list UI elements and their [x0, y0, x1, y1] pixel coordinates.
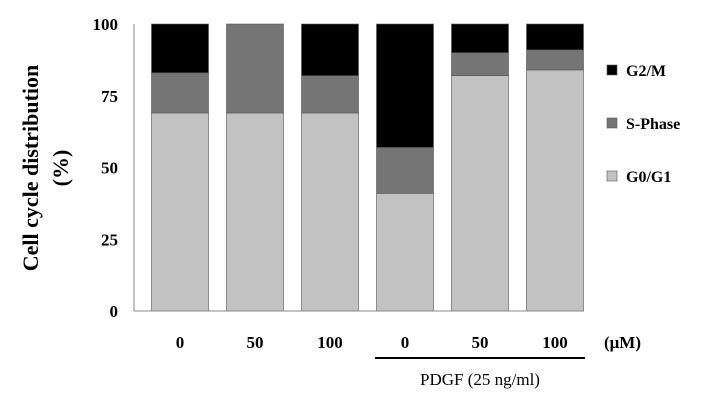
- bar-segment-s-phase: [526, 49, 584, 71]
- bar-segment-g2-m: [451, 23, 509, 54]
- y-axis-ticks: 0 25 50 75 100: [93, 15, 119, 321]
- bar-segment-g0-g1: [451, 75, 509, 312]
- legend-swatch-s-phase: [606, 117, 618, 129]
- bar-segment-s-phase: [151, 72, 209, 114]
- x-axis-labels: 0 50 100 0 50 100: [176, 333, 568, 352]
- legend: G2/M S-Phase G0/G1: [606, 63, 680, 186]
- bar-segment-g2-m: [376, 23, 434, 148]
- bar-segment-g2-m: [301, 23, 359, 76]
- bar-segment-s-phase: [451, 52, 509, 76]
- y-tick-label: 0: [110, 302, 119, 321]
- legend-label-g2-m: G2/M: [626, 63, 666, 80]
- y-axis-title: Cell cycle distribution (%): [18, 65, 73, 272]
- x-tick-label: 0: [176, 333, 185, 352]
- legend-swatch-g2-m: [606, 64, 618, 76]
- bar-segment-g0-g1: [226, 112, 284, 312]
- x-tick-label: 50: [472, 333, 489, 352]
- y-axis-title-line2: (%): [48, 150, 73, 187]
- x-tick-label: 0: [401, 333, 410, 352]
- y-tick-label: 25: [101, 230, 118, 249]
- bar-segment-s-phase: [376, 147, 434, 194]
- bar-segment-g0-g1: [526, 69, 584, 312]
- legend-label-s-phase: S-Phase: [626, 116, 680, 133]
- bar-segment-g2-m: [526, 23, 584, 51]
- legend-swatch-g0-g1: [606, 170, 618, 182]
- bars: [151, 23, 584, 312]
- y-tick-label: 75: [101, 87, 118, 106]
- pdgf-group-label: PDGF (25 ng/ml): [420, 370, 540, 389]
- bar-segment-g0-g1: [151, 112, 209, 312]
- x-axis-unit-label: (μM): [604, 333, 641, 352]
- bar-segment-s-phase: [226, 23, 284, 114]
- x-tick-label: 50: [247, 333, 264, 352]
- bar-segment-g2-m: [151, 23, 209, 74]
- bar-segment-g0-g1: [301, 112, 359, 312]
- y-axis-title-line1: Cell cycle distribution: [18, 65, 43, 272]
- bar-segment-g0-g1: [376, 193, 434, 312]
- y-tick-label: 50: [101, 159, 118, 178]
- legend-label-g0-g1: G0/G1: [626, 169, 671, 186]
- y-tick-label: 100: [93, 15, 119, 34]
- x-tick-label: 100: [542, 333, 568, 352]
- bar-segment-s-phase: [301, 75, 359, 114]
- x-tick-label: 100: [317, 333, 343, 352]
